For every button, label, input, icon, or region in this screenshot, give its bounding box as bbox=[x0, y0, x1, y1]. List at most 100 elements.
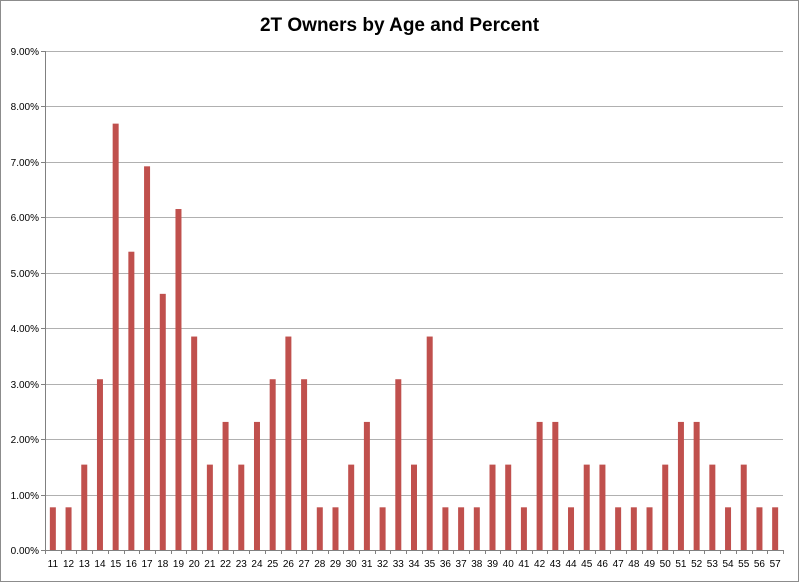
x-tick-label: 29 bbox=[330, 559, 342, 570]
y-tick-label: 2.00% bbox=[11, 435, 39, 446]
bar-age-34 bbox=[411, 464, 417, 550]
y-tick-label: 7.00% bbox=[11, 158, 39, 169]
bars bbox=[49, 123, 779, 550]
x-tick-label: 39 bbox=[487, 559, 499, 570]
y-tick-label: 3.00% bbox=[11, 380, 39, 391]
x-tick-label: 50 bbox=[660, 559, 672, 570]
x-tick-label: 49 bbox=[644, 559, 656, 570]
bar-age-53 bbox=[709, 464, 716, 550]
x-tick-label: 34 bbox=[408, 559, 420, 570]
bar-age-44 bbox=[568, 507, 575, 550]
x-tick-label: 48 bbox=[628, 559, 640, 570]
bar-age-15 bbox=[112, 123, 119, 550]
x-tick-label: 54 bbox=[722, 559, 734, 570]
x-tick-label: 56 bbox=[754, 559, 766, 570]
y-tick-label: 5.00% bbox=[11, 269, 39, 280]
bar-age-45 bbox=[583, 464, 590, 550]
chart-title: 2T Owners by Age and Percent bbox=[259, 15, 540, 36]
bar-age-48 bbox=[630, 507, 637, 550]
y-tick-label: 4.00% bbox=[11, 324, 39, 335]
bar-age-23 bbox=[238, 464, 245, 550]
x-tick-label: 20 bbox=[189, 559, 201, 570]
y-tick-label: 1.00% bbox=[11, 491, 39, 502]
bar-age-33 bbox=[395, 379, 402, 550]
x-tick-label: 31 bbox=[361, 559, 373, 570]
x-tick-label: 12 bbox=[63, 559, 75, 570]
x-tick-label: 46 bbox=[597, 559, 609, 570]
bar-age-47 bbox=[615, 507, 622, 550]
bar-age-27 bbox=[301, 379, 308, 550]
x-tick-label: 52 bbox=[691, 559, 703, 570]
bar-age-39 bbox=[489, 464, 496, 550]
bar-age-51 bbox=[677, 421, 684, 550]
x-tick-label: 11 bbox=[48, 559, 59, 570]
bar-age-31 bbox=[363, 421, 370, 550]
x-tick-label: 23 bbox=[236, 559, 248, 570]
bar-age-41 bbox=[520, 507, 527, 550]
y-axis-tick-labels: 0.00% 1.00% 2.00% 3.00% 4.00% 5.00% 6.00% 7.00%… bbox=[11, 47, 39, 557]
x-tick-label: 25 bbox=[267, 559, 279, 570]
x-tick-label: 45 bbox=[581, 559, 593, 570]
bar-age-11 bbox=[49, 507, 56, 550]
bar-age-52 bbox=[693, 421, 700, 550]
bar-age-42 bbox=[536, 421, 543, 550]
x-tick-label: 57 bbox=[770, 559, 782, 570]
x-tick-label: 24 bbox=[251, 559, 263, 570]
bar-age-13 bbox=[81, 464, 88, 550]
bar-age-54 bbox=[725, 507, 732, 550]
y-tick-label: 0.00% bbox=[11, 546, 39, 557]
gridlines bbox=[45, 51, 783, 496]
x-tick-label: 42 bbox=[534, 559, 546, 570]
bar-age-26 bbox=[285, 336, 292, 550]
x-tick-label: 55 bbox=[738, 559, 750, 570]
y-tick-label: 6.00% bbox=[11, 213, 39, 224]
x-tick-label: 28 bbox=[314, 559, 326, 570]
x-tick-label: 14 bbox=[94, 559, 106, 570]
bar-age-56 bbox=[756, 507, 763, 550]
bar-age-28 bbox=[316, 507, 323, 550]
x-tick-label: 13 bbox=[79, 559, 91, 570]
bar-age-16 bbox=[128, 251, 135, 550]
y-tick-label: 8.00% bbox=[11, 102, 39, 113]
bar-age-38 bbox=[473, 507, 480, 550]
bar-age-18 bbox=[159, 293, 166, 550]
x-tick-label: 47 bbox=[613, 559, 625, 570]
x-tick-label: 33 bbox=[393, 559, 405, 570]
x-tick-label: 41 bbox=[518, 559, 530, 570]
axes bbox=[41, 51, 784, 554]
bar-age-46 bbox=[599, 464, 606, 550]
x-tick-label: 17 bbox=[141, 559, 153, 570]
bar-age-29 bbox=[332, 507, 339, 550]
bar-age-37 bbox=[458, 507, 465, 550]
bar-age-19 bbox=[175, 209, 182, 550]
x-tick-label: 22 bbox=[220, 559, 232, 570]
x-tick-label: 53 bbox=[707, 559, 719, 570]
bar-age-20 bbox=[191, 336, 198, 550]
y-tick-label: 9.00% bbox=[11, 47, 39, 58]
bar-age-32 bbox=[379, 507, 386, 550]
bar-age-22 bbox=[222, 421, 229, 550]
bar-age-17 bbox=[144, 166, 151, 550]
x-tick-label: 40 bbox=[503, 559, 515, 570]
bar-age-30 bbox=[348, 464, 355, 550]
x-tick-label: 44 bbox=[565, 559, 577, 570]
x-tick-label: 37 bbox=[456, 559, 468, 570]
x-tick-label: 19 bbox=[173, 559, 185, 570]
bar-age-25 bbox=[269, 379, 276, 550]
x-axis-tick-labels: 11 12 13 14 15 16 17 18 19 20 21 22 23 24 25 26 27 28 29 30… bbox=[48, 559, 781, 570]
bar-age-24 bbox=[253, 421, 260, 550]
bar-age-35 bbox=[426, 336, 433, 550]
x-tick-label: 30 bbox=[346, 559, 358, 570]
bar-age-50 bbox=[662, 464, 669, 550]
bar-age-40 bbox=[505, 464, 512, 550]
x-tick-label: 16 bbox=[126, 559, 138, 570]
x-tick-label: 15 bbox=[110, 559, 122, 570]
x-tick-label: 38 bbox=[471, 559, 483, 570]
x-tick-label: 36 bbox=[440, 559, 452, 570]
bar-age-14 bbox=[96, 379, 103, 550]
bar-age-57 bbox=[772, 507, 779, 550]
x-tick-label: 32 bbox=[377, 559, 389, 570]
x-tick-label: 43 bbox=[550, 559, 562, 570]
